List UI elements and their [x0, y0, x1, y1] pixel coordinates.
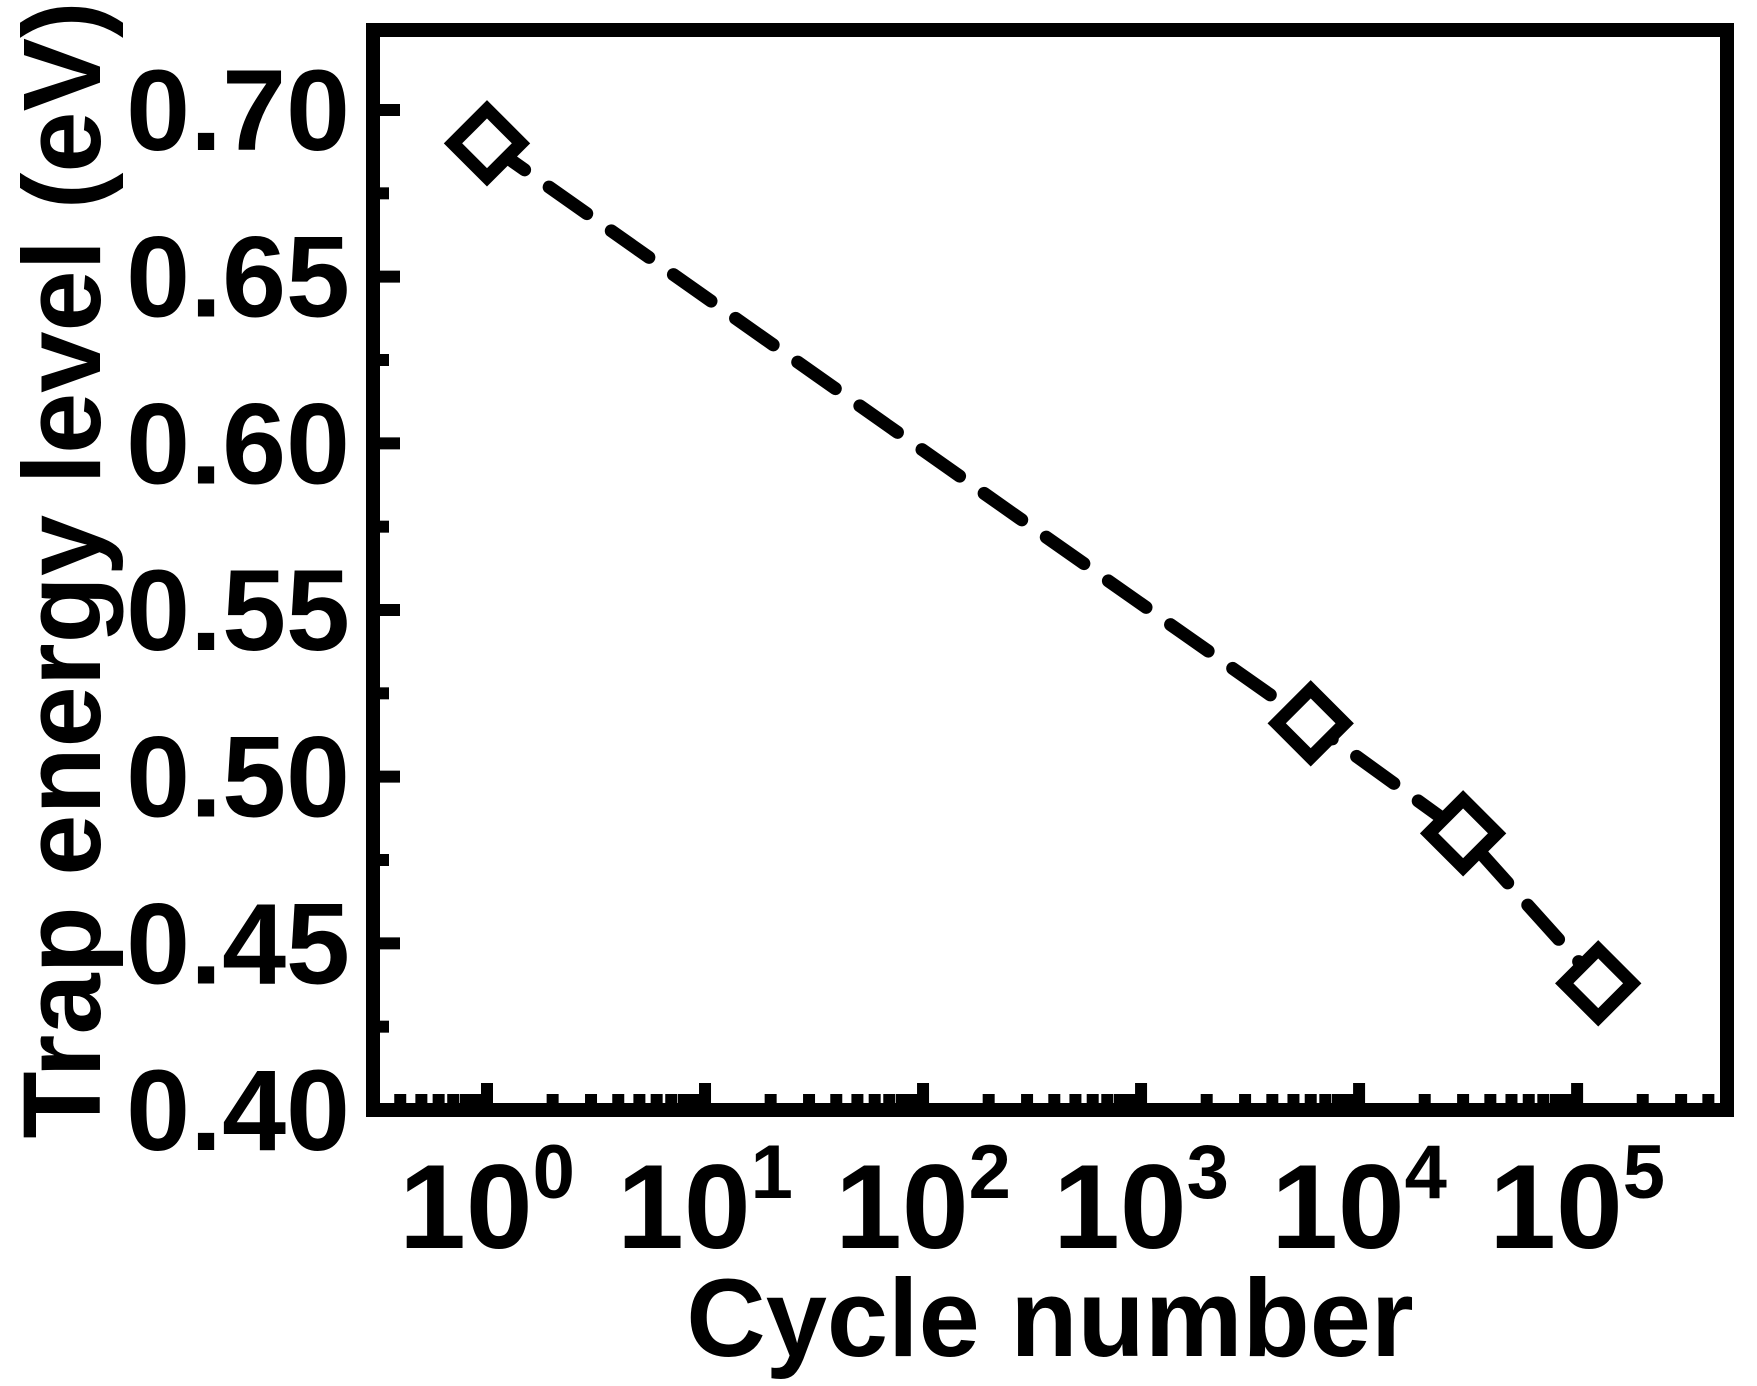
y-tick-label: 0.40: [126, 1047, 350, 1175]
data-point-marker: [443, 100, 531, 187]
data-point-marker: [1419, 790, 1507, 877]
y-tick-label: 0.70: [126, 47, 350, 175]
y-tick-label: 0.50: [126, 714, 350, 842]
x-axis-title: Cycle number: [686, 1257, 1413, 1380]
x-tick-label: 104: [1271, 1130, 1447, 1274]
y-axis-title: Trap energy level (eV): [1, 1, 124, 1138]
x-tick-label: 103: [1053, 1130, 1229, 1274]
x-tick-label: 102: [835, 1130, 1011, 1274]
x-tick-label: 101: [617, 1130, 793, 1274]
y-tick-label: 0.65: [126, 214, 350, 342]
x-tick-label: 100: [399, 1130, 575, 1274]
y-tick-label: 0.45: [126, 880, 350, 1008]
data-point-marker: [1555, 940, 1642, 1027]
data-series-markers: [443, 100, 1642, 1027]
data-series-dashed-line: [480, 136, 1605, 990]
plot-frame: [366, 23, 1734, 1117]
y-tick-label: 0.55: [126, 547, 350, 675]
data-point-marker: [1267, 680, 1354, 767]
y-tick-label: 0.60: [126, 380, 350, 508]
x-tick-labels: 100 101 102 103 104 105: [399, 1130, 1665, 1274]
y-tick-labels: 0.40 0.45 0.50 0.55 0.60 0.65 0.70: [126, 47, 350, 1175]
x-tick-label: 105: [1489, 1130, 1665, 1274]
